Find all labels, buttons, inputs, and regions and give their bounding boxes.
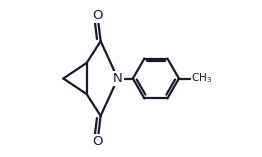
Text: O: O (92, 135, 103, 148)
Text: O: O (92, 9, 103, 22)
Text: CH$_3$: CH$_3$ (191, 72, 212, 85)
Text: N: N (113, 72, 123, 85)
